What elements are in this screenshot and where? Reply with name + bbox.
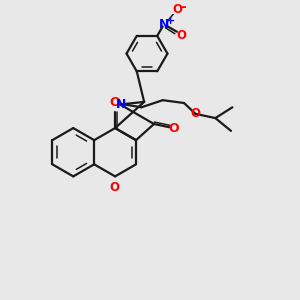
Text: O: O — [110, 96, 120, 109]
Text: O: O — [110, 181, 119, 194]
Text: O: O — [168, 122, 179, 135]
Text: -: - — [180, 0, 186, 14]
Text: +: + — [166, 16, 175, 26]
Text: O: O — [172, 3, 182, 16]
Text: N: N — [116, 98, 126, 111]
Text: O: O — [176, 29, 186, 42]
Text: O: O — [190, 107, 200, 120]
Text: N: N — [159, 18, 169, 31]
